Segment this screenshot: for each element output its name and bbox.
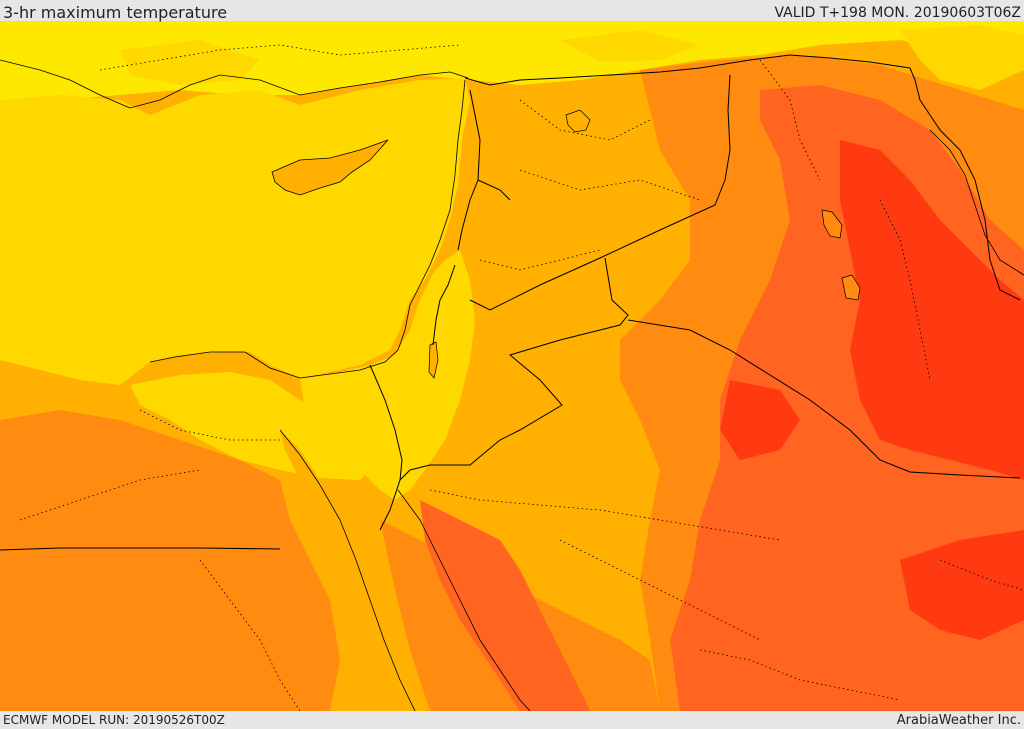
iraq-lake-2 — [841, 274, 861, 301]
north-yellow-patches — [120, 25, 1024, 90]
valid-time-label: VALID T+198 MON. 20190603T06Z — [774, 5, 1021, 21]
brand-label: ArabiaWeather Inc. — [896, 713, 1021, 728]
nile-delta-region — [130, 372, 380, 480]
very-hot-zone-south — [900, 530, 1024, 640]
cyprus — [271, 139, 389, 196]
warm-orange-west — [0, 410, 340, 711]
map-title: 3-hr maximum temperature — [3, 3, 228, 22]
iraq-lake-1 — [821, 209, 843, 239]
coastlines — [0, 59, 1024, 711]
admin-boundaries — [19, 44, 1024, 711]
temperature-map[interactable] — [0, 21, 1024, 711]
levant-yellow-zone — [300, 250, 475, 500]
hot-zone-red-sea-coast — [420, 500, 590, 711]
map-header: 3-hr maximum temperature VALID T+198 MON… — [0, 0, 1024, 22]
map-footer: ECMWF MODEL RUN: 20190526T00Z ArabiaWeat… — [0, 711, 1024, 729]
very-hot-zone-mesopotamia — [840, 140, 1024, 480]
very-hot-patch — [720, 380, 800, 460]
red-sea — [280, 430, 415, 711]
country-borders — [0, 54, 1021, 551]
dead-sea — [428, 341, 439, 379]
lake-assad — [565, 109, 591, 133]
north-cool-band — [0, 21, 1024, 110]
model-run-label: ECMWF MODEL RUN: 20190526T00Z — [3, 713, 225, 727]
